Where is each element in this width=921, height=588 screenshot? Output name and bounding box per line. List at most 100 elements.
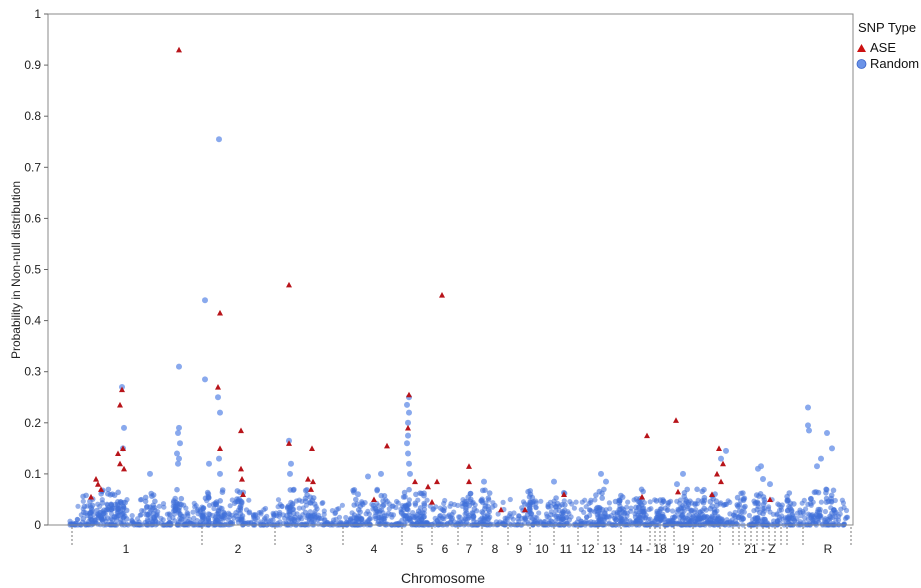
y-axis-title: Probability in Non-null distribution xyxy=(9,181,23,359)
legend-random-marker xyxy=(856,59,867,69)
chromosome-label: 20 xyxy=(700,542,714,556)
baseline-snp-point xyxy=(277,501,283,507)
baseline-snp-point xyxy=(500,499,506,505)
baseline-snp-point xyxy=(191,500,197,506)
cluster-snp-point xyxy=(307,514,314,520)
cluster-snp-point xyxy=(380,516,387,522)
cluster-snp-point xyxy=(468,496,474,503)
cluster-snp-point xyxy=(178,516,185,523)
baseline-snp-point xyxy=(312,508,318,514)
cluster-snp-point xyxy=(482,487,488,494)
baseline-snp-point xyxy=(293,498,300,504)
cluster-snp-point xyxy=(526,506,533,512)
series-random xyxy=(119,136,835,498)
baseline-snp-point xyxy=(441,516,447,522)
ase-snp-point xyxy=(714,470,720,477)
cluster-snp-point xyxy=(593,492,599,498)
baseline-snp-point xyxy=(547,499,554,505)
ase-snp-point xyxy=(88,493,94,500)
baseline-snp-point xyxy=(802,515,808,521)
cluster-snp-point xyxy=(478,498,484,504)
chromosome-label: 19 xyxy=(676,542,690,556)
cluster-snp-point xyxy=(351,487,358,493)
cluster-snp-point xyxy=(640,488,646,495)
cluster-snp-point xyxy=(374,487,380,494)
cluster-snp-point xyxy=(81,503,88,510)
baseline-snp-point xyxy=(222,521,228,527)
random-snp-point xyxy=(176,424,182,431)
cluster-snp-point xyxy=(784,497,791,504)
cluster-snp-point xyxy=(105,505,112,511)
cluster-snp-point xyxy=(485,495,492,502)
cluster-snp-point xyxy=(601,486,607,493)
baseline-snp-point xyxy=(535,520,541,526)
cluster-snp-point xyxy=(238,502,244,509)
baseline-snp-point xyxy=(670,508,676,514)
random-snp-point xyxy=(755,465,761,472)
baseline-snp-point xyxy=(540,521,547,527)
cluster-snp-point xyxy=(87,516,94,523)
baseline-snp-point xyxy=(627,518,633,524)
chromosome-label: 4 xyxy=(371,542,378,556)
random-snp-point xyxy=(287,470,293,477)
random-snp-point xyxy=(175,430,181,436)
baseline-snp-point xyxy=(385,510,392,516)
cluster-snp-point xyxy=(417,490,423,497)
ase-snp-point xyxy=(238,427,244,434)
random-snp-point xyxy=(177,440,183,447)
baseline-snp-point xyxy=(427,503,433,509)
baseline-snp-point xyxy=(185,511,191,517)
ase-snp-point xyxy=(115,450,121,457)
cluster-snp-point xyxy=(815,489,822,496)
cluster-snp-point xyxy=(105,486,112,493)
chromosome-label: 10 xyxy=(535,542,549,556)
cluster-snp-point xyxy=(115,503,122,509)
ase-snp-point xyxy=(718,478,724,485)
cluster-snp-point xyxy=(238,516,244,523)
chromosome-label: 1 xyxy=(123,542,130,556)
baseline-snp-point xyxy=(336,506,342,512)
baseline-snp-point xyxy=(320,500,326,506)
cluster-snp-point xyxy=(176,507,182,514)
y-tick-label: 0.1 xyxy=(24,467,41,481)
cluster-snp-point xyxy=(99,500,106,506)
ase-snp-point xyxy=(425,483,431,490)
cluster-snp-point xyxy=(406,486,412,493)
baseline-snp-point xyxy=(134,521,140,527)
random-snp-point xyxy=(405,450,411,457)
random-snp-point xyxy=(175,460,181,467)
cluster-snp-point xyxy=(760,501,767,508)
cluster-snp-point xyxy=(707,498,714,505)
cluster-snp-point xyxy=(827,515,834,521)
cluster-snp-point xyxy=(235,498,242,504)
ase-snp-point xyxy=(117,460,123,467)
cluster-snp-point xyxy=(144,504,150,511)
cluster-snp-point xyxy=(679,517,686,523)
baseline-snp-point xyxy=(515,516,521,522)
ase-snp-point xyxy=(238,465,244,472)
cluster-snp-point xyxy=(809,512,815,518)
baseline-snp-point xyxy=(80,498,86,504)
cluster-snp-point xyxy=(695,515,702,521)
ase-snp-point xyxy=(561,491,567,497)
cluster-snp-point xyxy=(617,515,623,521)
baseline-snp-point xyxy=(445,513,451,520)
chromosome-label: 7 xyxy=(466,542,473,556)
baseline-snp-point xyxy=(839,497,846,503)
cluster-snp-point xyxy=(421,513,428,520)
baseline-snp-point xyxy=(589,521,595,527)
baseline-snp-point xyxy=(436,521,442,528)
baseline-snp-point xyxy=(160,501,167,507)
cluster-snp-point xyxy=(466,514,472,521)
cluster-snp-point xyxy=(735,503,741,510)
random-snp-point xyxy=(404,401,410,408)
cluster-snp-point xyxy=(761,516,768,523)
baseline-snp-point xyxy=(727,499,733,505)
series-ase xyxy=(88,46,773,513)
chromosome-label: 3 xyxy=(306,542,313,556)
baseline-snp-point xyxy=(495,511,501,517)
legend-title: SNP Type xyxy=(858,20,916,35)
baseline-snp-point xyxy=(677,521,684,527)
cluster-snp-point xyxy=(692,501,698,508)
cluster-snp-point xyxy=(617,497,623,504)
